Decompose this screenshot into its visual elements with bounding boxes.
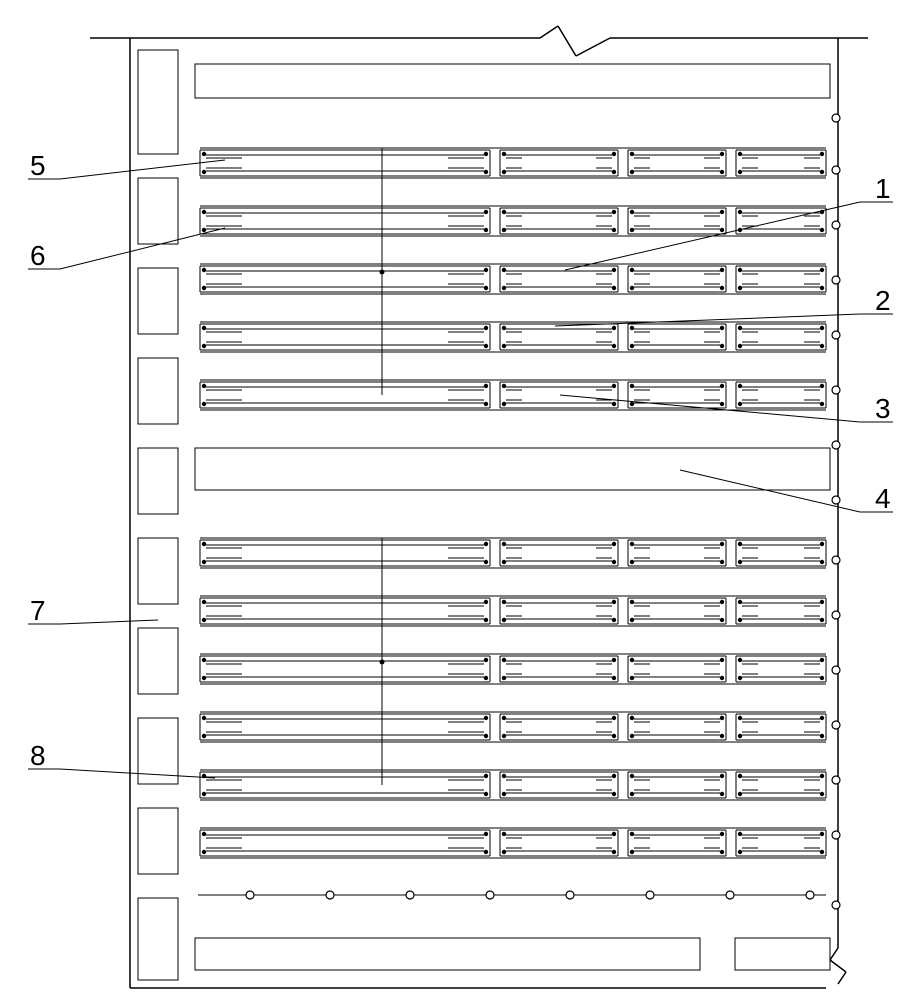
left-pillar <box>138 538 178 604</box>
left-pillar <box>138 268 178 334</box>
left-pillar <box>138 898 178 980</box>
label-2: 2 <box>875 285 891 316</box>
label-5: 5 <box>30 150 46 181</box>
label-6: 6 <box>30 240 46 271</box>
mid-bar <box>195 448 830 490</box>
left-pillar <box>138 808 178 874</box>
technical-diagram: 5 6 7 8 1 2 3 4 <box>0 0 906 1000</box>
left-pillar <box>138 50 178 154</box>
left-pillar <box>138 628 178 694</box>
left-pillar <box>138 358 178 424</box>
left-pillar <box>138 448 178 514</box>
label-4: 4 <box>875 483 891 514</box>
top-bar <box>195 64 830 98</box>
label-8: 8 <box>30 740 46 771</box>
label-7: 7 <box>30 595 46 626</box>
label-3: 3 <box>875 393 891 424</box>
label-1: 1 <box>875 173 891 204</box>
left-pillar <box>138 178 178 244</box>
